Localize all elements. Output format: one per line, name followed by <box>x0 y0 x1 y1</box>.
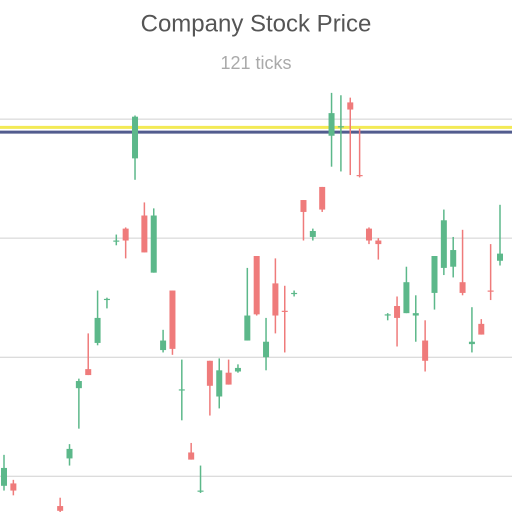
candle-body <box>94 317 101 343</box>
candle-body <box>337 126 344 128</box>
candle-body <box>272 283 279 316</box>
candle-body <box>412 313 419 316</box>
candle-body <box>75 381 82 389</box>
candle-body <box>487 290 494 292</box>
candle-body <box>225 372 232 385</box>
candle-body <box>1 467 7 486</box>
candle-body <box>450 250 457 267</box>
candle-body <box>103 298 110 301</box>
candle-body <box>85 369 92 376</box>
candle-body <box>150 215 157 273</box>
candle-body <box>132 116 139 159</box>
candle-body <box>431 256 438 293</box>
candle-body <box>57 506 64 511</box>
candle-body <box>300 200 307 212</box>
candle-body <box>422 340 429 361</box>
candle-body <box>141 215 148 253</box>
candle-body <box>263 341 270 358</box>
candle-body <box>328 113 335 136</box>
candle-body <box>122 228 129 241</box>
candle-body <box>319 186 326 210</box>
candle-body <box>403 282 410 314</box>
candle-body <box>216 370 223 397</box>
candle-body <box>497 253 503 261</box>
candle-body <box>347 102 354 110</box>
candle-body <box>356 175 363 177</box>
candle-body <box>365 228 372 241</box>
candle-body <box>253 256 260 315</box>
candle-body <box>169 290 176 349</box>
candle-body <box>281 310 288 312</box>
candle-body <box>459 282 466 293</box>
candle-body <box>178 389 185 391</box>
candle-body <box>197 490 204 492</box>
candle-body <box>10 483 17 491</box>
candle-body <box>440 220 447 268</box>
candle-body <box>160 340 167 351</box>
candle-body <box>309 230 316 237</box>
chart-title: Company Stock Price <box>141 10 372 37</box>
candle-body <box>244 315 251 341</box>
candle-body <box>375 240 382 245</box>
candle-body <box>478 323 485 335</box>
candle-body <box>206 360 213 386</box>
candle-body <box>234 367 241 372</box>
candle-body <box>291 292 298 295</box>
chart-subtitle: 121 ticks <box>220 53 291 73</box>
candle-body <box>66 448 73 459</box>
candle-body <box>468 341 475 345</box>
candle-body <box>394 306 401 318</box>
candle-body <box>384 314 391 316</box>
candle-body <box>113 240 120 242</box>
candle-body <box>188 452 195 460</box>
